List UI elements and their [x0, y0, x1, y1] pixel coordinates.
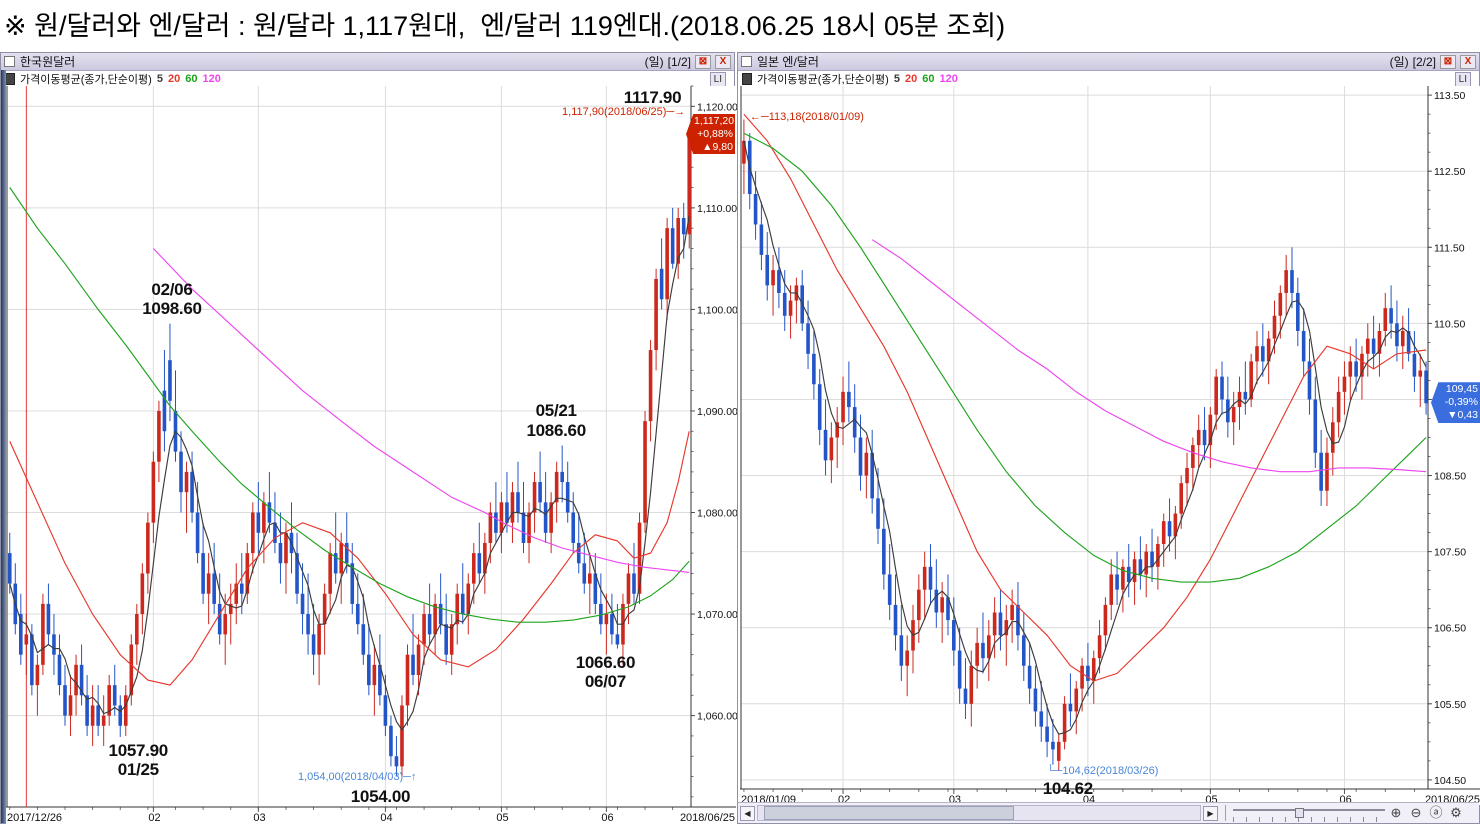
scrollbar-track[interactable] — [757, 805, 1201, 821]
page-title: ※ 원/달러와 엔/달러 : 원/달라 1,117원대, 엔/달러 119엔대.… — [4, 11, 1006, 41]
svg-text:2018/06/25: 2018/06/25 — [680, 812, 735, 824]
restore-window-icon[interactable]: ⊠ — [1440, 54, 1456, 69]
select-checkbox[interactable] — [741, 56, 752, 67]
svg-text:1,090.00: 1,090.00 — [697, 406, 738, 418]
svg-text:06: 06 — [601, 812, 613, 824]
ma5-label: 5 — [156, 73, 163, 85]
svg-text:108.50: 108.50 — [1434, 471, 1466, 483]
ma60-label: 60 — [922, 73, 935, 85]
ma120-label: 120 — [202, 73, 221, 85]
svg-text:107.50: 107.50 — [1434, 547, 1466, 559]
ma-legend: 가격이동평균(종가,단순이평) 5 20 60 120 LI — [738, 71, 1479, 87]
zoom-out-icon[interactable]: ⊖ — [1407, 804, 1425, 822]
current-price-badge: 109,45 -0,39% ▼0,43 — [1431, 382, 1480, 423]
svg-text:1,100.00: 1,100.00 — [697, 304, 738, 316]
svg-text:110.50: 110.50 — [1434, 318, 1465, 330]
ma-line-MA60 — [743, 132, 1427, 583]
close-icon[interactable]: X — [715, 54, 731, 69]
window-edge — [1, 70, 6, 823]
svg-text:113.50: 113.50 — [1434, 90, 1465, 102]
scroll-right-icon[interactable]: ▶ — [1203, 805, 1218, 821]
zoom-slider-handle[interactable] — [1295, 808, 1304, 818]
svg-text:106.50: 106.50 — [1434, 623, 1466, 635]
ma60-label: 60 — [185, 73, 198, 85]
svg-text:1,060.00: 1,060.00 — [697, 711, 738, 723]
indicator-icon[interactable] — [5, 73, 15, 85]
ma20-label: 20 — [167, 73, 181, 85]
svg-text:105.50: 105.50 — [1434, 699, 1466, 711]
krw-usd-candlestick-chart[interactable]: 1,120.00 1,110.00 1,100.00 1,090.00 1,080.00… — [6, 85, 738, 825]
candles-series — [7, 127, 692, 777]
chart-canvas: 113.50112.50111.50110.50109.50108.50107.… — [740, 86, 1480, 806]
ma-legend-label: 가격이동평균(종가,단순이평) — [20, 74, 152, 86]
scrollbar-thumb[interactable] — [764, 806, 1014, 820]
svg-text:04: 04 — [380, 812, 392, 824]
svg-text:1,080.00: 1,080.00 — [697, 508, 738, 520]
svg-text:2017/12/26: 2017/12/26 — [7, 812, 62, 824]
ma120-label: 120 — [939, 73, 958, 85]
ma-line-MA20 — [743, 113, 1427, 682]
ma-line-MA120 — [152, 248, 690, 573]
krw-titlebar[interactable]: 한국원달러 (일) [1/2] ⊠ X — [1, 53, 734, 71]
ma-line-MA120 — [871, 239, 1427, 473]
ma-line-MA20 — [9, 431, 690, 686]
zoom-in-icon[interactable]: ⊕ — [1387, 804, 1405, 822]
chart-scrollbar: ◀ ▶ ⊕ ⊖ ⓐ ⚙ — [738, 802, 1479, 823]
period-label: (일) — [644, 55, 664, 69]
chart-window-jpy-usd: 일본 엔/달러 (일) [2/2] ⊠ X 가격이동평균(종가,단순이평) 5 … — [737, 52, 1480, 824]
page-indicator: [1/2] — [667, 54, 691, 69]
restore-window-icon[interactable]: ⊠ — [695, 54, 711, 69]
ma20-label: 20 — [904, 73, 918, 85]
close-icon[interactable]: X — [1460, 54, 1476, 69]
svg-text:104.50: 104.50 — [1434, 775, 1466, 787]
ma-legend-label: 가격이동평균(종가,단순이평) — [757, 74, 889, 86]
select-checkbox[interactable] — [4, 56, 15, 67]
jpy-usd-candlestick-chart[interactable]: 113.50112.50111.50110.50109.50108.50107.… — [740, 86, 1480, 806]
chart-settings-icon[interactable]: ⚙ — [1447, 804, 1465, 822]
svg-text:1,120.00: 1,120.00 — [697, 101, 738, 113]
svg-text:05: 05 — [496, 812, 508, 824]
chart-canvas: 1,120.00 1,110.00 1,100.00 1,090.00 1,080.00… — [6, 85, 738, 824]
layout-tab-button[interactable]: LI — [1454, 71, 1471, 87]
page-indicator: [2/2] — [1412, 54, 1436, 69]
zoom-reset-icon[interactable]: ⓐ — [1427, 804, 1445, 822]
svg-text:111.50: 111.50 — [1434, 242, 1465, 254]
scroll-left-icon[interactable]: ◀ — [740, 805, 755, 821]
svg-text:1,110.00: 1,110.00 — [697, 203, 737, 215]
chart-window-krw-usd: 한국원달러 (일) [1/2] ⊠ X 가격이동평균(종가,단순이평) 5 20… — [0, 52, 738, 825]
jpy-titlebar[interactable]: 일본 엔/달러 (일) [2/2] ⊠ X — [738, 53, 1479, 71]
ma-line-MA60 — [9, 187, 690, 623]
window-title: 일본 엔/달러 — [757, 55, 819, 69]
divider — [1225, 805, 1226, 821]
zoom-slider[interactable] — [1233, 808, 1385, 822]
indicator-icon[interactable] — [742, 73, 752, 85]
ma5-label: 5 — [893, 73, 900, 85]
ma-line-MA5 — [9, 215, 690, 731]
ma-legend: 가격이동평균(종가,단순이평) 5 20 60 120 LI — [1, 71, 734, 87]
layout-tab-button[interactable]: LI — [709, 71, 726, 87]
svg-text:1,070.00: 1,070.00 — [697, 609, 738, 621]
candles-series — [742, 119, 1428, 771]
ma-line-MA5 — [743, 140, 1427, 735]
current-price-badge: 1,117,20 +0,88% ▲9,80 — [686, 113, 735, 155]
svg-text:112.50: 112.50 — [1434, 166, 1465, 178]
svg-text:03: 03 — [253, 812, 265, 824]
svg-text:02: 02 — [148, 812, 160, 824]
period-label: (일) — [1389, 55, 1409, 69]
window-title: 한국원달러 — [20, 55, 76, 69]
